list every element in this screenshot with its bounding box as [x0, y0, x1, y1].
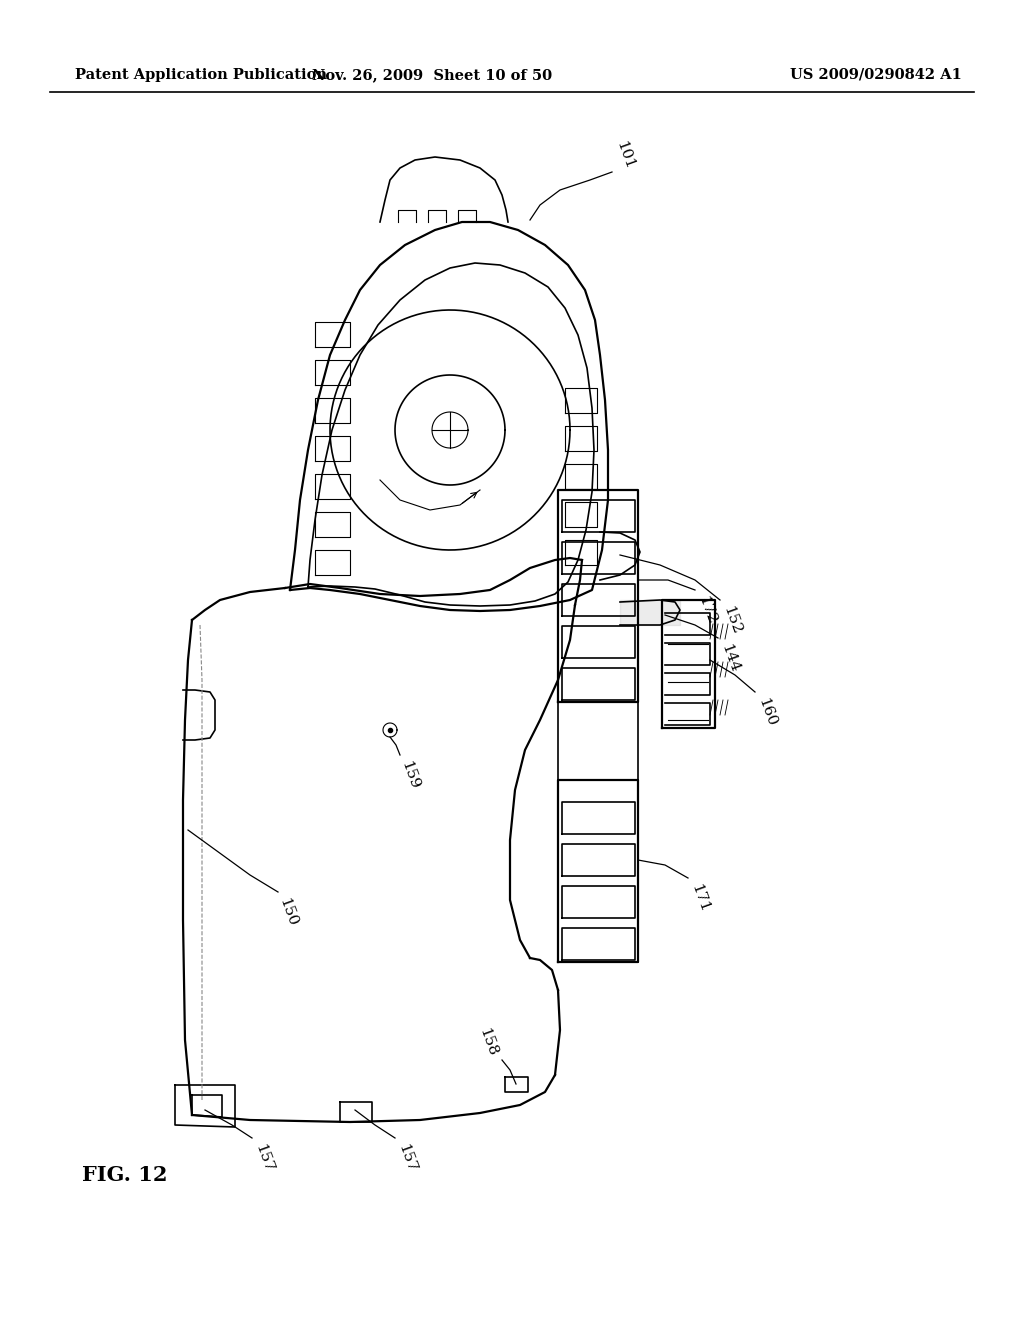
- Text: 152: 152: [720, 605, 743, 636]
- Text: FIG. 12: FIG. 12: [82, 1166, 168, 1185]
- Text: Patent Application Publication: Patent Application Publication: [75, 69, 327, 82]
- Text: 144: 144: [718, 642, 741, 675]
- Text: 172: 172: [695, 594, 718, 626]
- Text: 157: 157: [252, 1142, 275, 1173]
- Text: 157: 157: [395, 1142, 418, 1173]
- Text: Nov. 26, 2009  Sheet 10 of 50: Nov. 26, 2009 Sheet 10 of 50: [312, 69, 552, 82]
- Text: 171: 171: [688, 882, 711, 915]
- Text: US 2009/0290842 A1: US 2009/0290842 A1: [790, 69, 962, 82]
- Text: 150: 150: [276, 896, 299, 928]
- Text: 160: 160: [755, 696, 778, 729]
- Text: 101: 101: [613, 140, 636, 172]
- Text: 159: 159: [398, 759, 421, 791]
- Text: 158: 158: [476, 1026, 499, 1059]
